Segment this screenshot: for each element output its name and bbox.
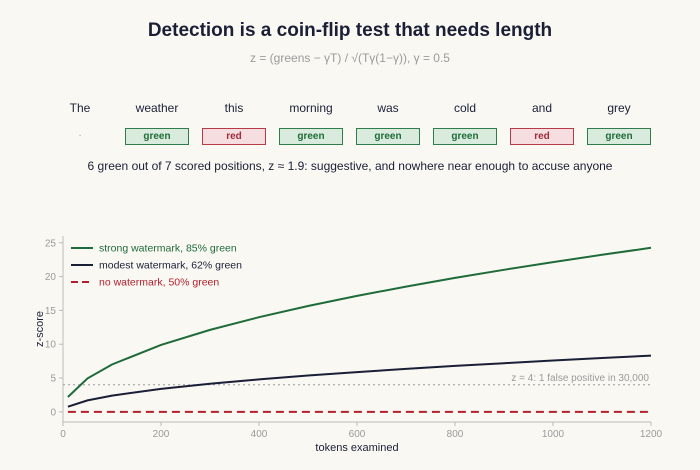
legend-entry: modest watermark, 62% green — [99, 260, 242, 272]
x-tick-label: 400 — [251, 429, 268, 440]
x-tick-label: 800 — [447, 429, 464, 440]
token-word: The — [69, 101, 91, 115]
token-tag-green: green — [125, 128, 189, 145]
token-tag-green: green — [279, 128, 343, 145]
y-tick-label: 10 — [45, 340, 57, 351]
token-tag-green: green — [356, 128, 420, 145]
x-tick-label: 200 — [153, 429, 170, 440]
series-line-2 — [67, 354, 652, 408]
y-tick-label: 15 — [45, 306, 57, 317]
y-tick-label: 20 — [45, 272, 57, 283]
legend-entry: no watermark, 50% green — [99, 277, 219, 289]
y-tick-label: 0 — [50, 407, 56, 418]
token-word: this — [224, 101, 244, 115]
x-tick-label: 1000 — [542, 429, 565, 440]
token-word: morning — [289, 101, 333, 115]
token-tag-red: red — [202, 128, 266, 145]
token-tag-red: red — [510, 128, 574, 145]
x-tick-label: 600 — [349, 429, 366, 440]
y-tick-label: 25 — [45, 238, 57, 249]
y-axis-label: z-score — [34, 311, 46, 347]
z-score-formula: z = (greens − γT) / √(Tγ(1−γ)), γ = 0.5 — [250, 51, 450, 65]
x-tick-label: 1200 — [640, 429, 663, 440]
token-word-row: The weather this morning was cold and grey — [0, 101, 700, 117]
token-word: cold — [453, 101, 477, 115]
token-word: weather — [135, 101, 179, 115]
token-tag-none: · — [78, 130, 82, 141]
x-axis-label: tokens examined — [315, 442, 398, 454]
x-tick-label: 0 — [60, 429, 66, 440]
threshold-label: z = 4: 1 false positive in 30,000 — [511, 373, 649, 384]
token-word: grey — [607, 101, 631, 115]
detection-summary: 6 green out of 7 scored positions, z ≈ 1… — [87, 159, 613, 173]
y-tick-label: 5 — [50, 374, 56, 385]
token-word: and — [531, 101, 553, 115]
chart-title: Detection is a coin-flip test that needs… — [147, 20, 553, 41]
legend-entry: strong watermark, 85% green — [99, 243, 237, 255]
series-line-1 — [67, 246, 652, 398]
token-tag-row: · green red green green green red green — [0, 128, 700, 148]
token-tag-green: green — [587, 128, 651, 145]
token-tag-green: green — [433, 128, 497, 145]
token-word: was — [377, 101, 399, 115]
